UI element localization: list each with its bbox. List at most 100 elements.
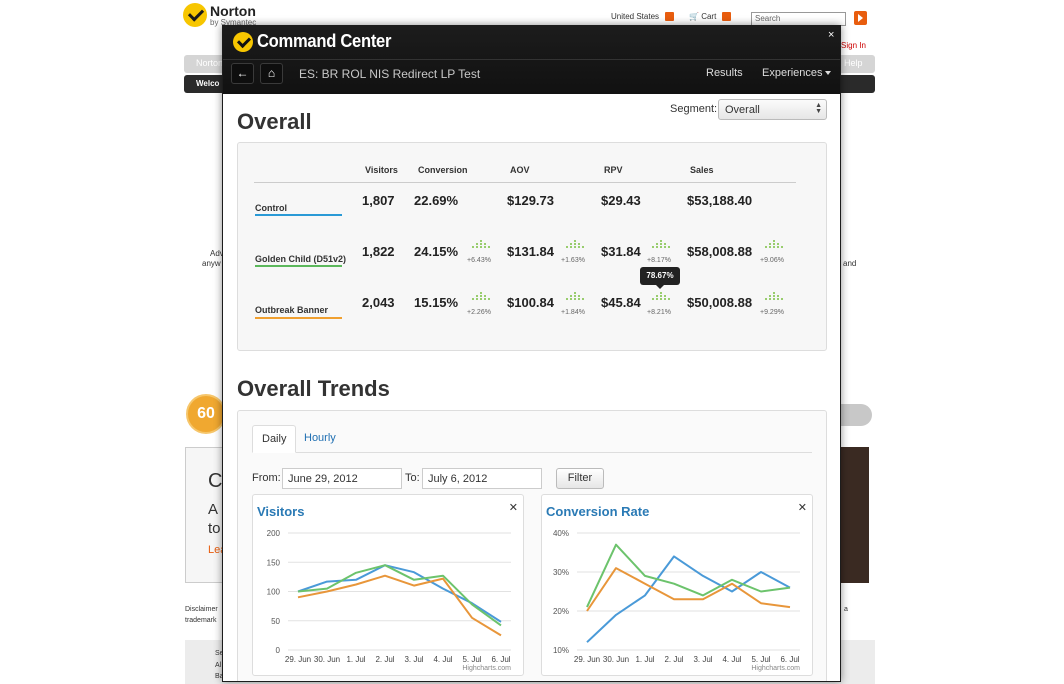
close-icon[interactable]: × (828, 29, 835, 41)
home-icon: ⌂ (267, 66, 276, 80)
modal-header: Command Center × ← ⌂ ES: BR ROL NIS Redi… (223, 26, 840, 94)
country-dropdown-icon (665, 12, 675, 22)
filter-button[interactable]: Filter (556, 468, 604, 489)
delta-golden-sales: +9.06% (760, 257, 784, 264)
x-tick-label: 29. Jun (285, 655, 311, 664)
bg-search-go-button[interactable] (854, 11, 867, 25)
x-tick-label: 29. Jun (574, 655, 600, 664)
conversion-chart: 10% 20% 30% 40% 29. Jun 30. Jun 1. Jul 2. Jul 3.… (553, 529, 800, 672)
cell-outbreak-conversion: 15.15% (414, 295, 459, 310)
x-tick-label: 1. Jul (346, 655, 365, 664)
y-tick-label: 50 (271, 617, 280, 626)
visitors-chart-title: Visitors (257, 504, 305, 519)
trend-sparkline-icon (765, 292, 783, 300)
y-tick-label: 150 (267, 558, 281, 567)
nav-results[interactable]: Results (706, 67, 743, 79)
header-divider (254, 182, 796, 183)
country-selector[interactable]: United States (611, 12, 675, 22)
y-tick-label: 0 (276, 646, 281, 655)
checkmark-logo-icon (233, 32, 253, 52)
x-tick-label: 30. Jun (314, 655, 340, 664)
delta-golden-conversion: +6.43% (467, 257, 491, 264)
bg-footer-2: Al (215, 662, 222, 669)
bg-right-text: and (843, 259, 857, 268)
x-tick-label: 2. Jul (375, 655, 394, 664)
segment-value: Overall (725, 104, 760, 116)
select-arrows-icon: ▲ ▼ (815, 102, 822, 115)
segment-select[interactable]: Overall ▲ ▼ (718, 99, 827, 120)
to-label: To: (405, 472, 420, 484)
chart-credit[interactable]: Highcharts.com (751, 665, 800, 672)
y-tick-label: 20% (553, 607, 569, 616)
x-tick-label: 3. Jul (404, 655, 423, 664)
x-tick-label: 3. Jul (693, 655, 712, 664)
x-tick-label: 5. Jul (751, 655, 770, 664)
back-button[interactable]: ← (231, 63, 254, 84)
col-header-aov: AOV (510, 165, 530, 175)
cell-control-aov: $129.73 (507, 193, 554, 208)
collapse-icon[interactable]: ✕ (508, 502, 518, 514)
chart-credit[interactable]: Highcharts.com (462, 665, 511, 672)
conversion-chart-panel: Conversion Rate ✕ 10% 20% 30% 40% 29. Jun 30.… (541, 494, 813, 676)
cart-icon: 🛒 (689, 12, 699, 21)
x-tick-label: 6. Jul (780, 655, 799, 664)
bg-left-text-1: Adv (210, 249, 224, 258)
bg-footer-3: Ba (215, 673, 224, 680)
cart-label: Cart (701, 12, 717, 21)
cell-golden-sales: $58,008.88 (687, 244, 753, 259)
bg-nav-left[interactable]: Norton (196, 58, 224, 68)
overall-trends-heading: Overall Trends (237, 376, 390, 401)
bg-promo-line-2: to (208, 520, 221, 537)
norton-check-icon (183, 3, 207, 27)
trend-sparkline-icon[interactable] (651, 292, 671, 301)
row-label-outbreak-banner: Outbreak Banner (255, 305, 329, 315)
cart-link[interactable]: 🛒 Cart (689, 12, 732, 22)
cell-outbreak-visitors: 2,043 (362, 295, 395, 310)
cell-golden-aov: $131.84 (507, 244, 554, 259)
conversion-chart-title: Conversion Rate (546, 504, 650, 519)
norton-logo[interactable]: Norton by Symantec (183, 2, 273, 28)
bg-nav-help[interactable]: Help (844, 58, 863, 68)
collapse-icon[interactable]: ✕ (797, 502, 807, 514)
delta-golden-aov: +1.63% (561, 257, 585, 264)
tab-daily[interactable]: Daily (252, 425, 297, 453)
col-header-sales: Sales (690, 165, 714, 175)
trends-panel: Daily Hourly From: June 29, 2012 To: Jul… (237, 410, 827, 681)
from-date-input[interactable]: June 29, 2012 (282, 468, 402, 489)
trend-sparkline-icon (765, 240, 783, 248)
trend-sparkline-icon (652, 240, 670, 248)
nav-experiences-label: Experiences (762, 67, 823, 79)
series-line-0 (297, 564, 502, 623)
cell-outbreak-rpv: $45.84 (601, 295, 641, 310)
y-tick-label: 30% (553, 568, 569, 577)
bg-search-input[interactable]: Search (751, 12, 846, 26)
trend-sparkline-icon (566, 240, 584, 248)
y-tick-label: 40% (553, 529, 569, 538)
to-date-input[interactable]: July 6, 2012 (422, 468, 542, 489)
x-tick-label: 1. Jul (635, 655, 654, 664)
guarantee-badge: 60 (186, 394, 226, 434)
bg-promo-heading: C (208, 470, 223, 492)
bg-promo-link[interactable]: Lea (208, 544, 227, 556)
cell-outbreak-aov: $100.84 (507, 295, 554, 310)
sign-in-link[interactable]: Sign In (841, 41, 866, 50)
bg-disclaimer-1: Disclaimer (185, 606, 218, 613)
tab-hourly[interactable]: Hourly (304, 432, 336, 444)
delta-outbreak-sales: +9.29% (760, 309, 784, 316)
series-line-0 (586, 555, 791, 643)
nav-experiences[interactable]: Experiences (762, 67, 831, 79)
y-tick-label: 200 (267, 529, 281, 538)
trend-tabs: Daily Hourly (252, 425, 812, 453)
norton-brand: Norton (210, 3, 256, 19)
bg-welcome-text: Welco (196, 79, 220, 88)
modal-toolbar (223, 59, 840, 94)
row-color-line-outbreak-banner (255, 317, 342, 319)
col-header-conversion: Conversion (418, 165, 468, 175)
y-tick-label: 10% (553, 646, 569, 655)
series-line-1 (297, 564, 502, 627)
arrow-left-icon: ← (236, 66, 249, 80)
row-color-line-golden-child (255, 265, 342, 267)
series-line-2 (297, 574, 502, 637)
cell-control-rpv: $29.43 (601, 193, 641, 208)
home-button[interactable]: ⌂ (260, 63, 283, 84)
